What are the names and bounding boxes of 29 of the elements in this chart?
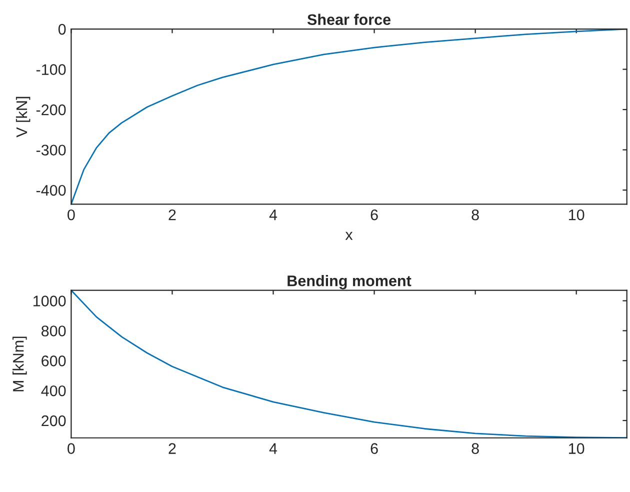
x-tick-label: 0 bbox=[68, 443, 75, 454]
x-tick-label: 2 bbox=[168, 209, 176, 220]
y-tick-label: 800 bbox=[42, 326, 66, 336]
y-tick-label: -300 bbox=[36, 144, 66, 156]
x-tick-label: 10 bbox=[569, 209, 584, 220]
x-tick-label: 0 bbox=[68, 209, 75, 220]
y-axis-title: V [kN] bbox=[16, 96, 30, 138]
y-tick-label: -400 bbox=[36, 184, 66, 196]
y-tick-label: 200 bbox=[42, 415, 66, 426]
y-tick-label: 1000 bbox=[34, 296, 66, 306]
x-tick-label: 6 bbox=[370, 209, 378, 220]
x-tick-label: 4 bbox=[269, 443, 278, 454]
x-tick-label: 10 bbox=[569, 443, 584, 454]
line-series bbox=[71, 290, 627, 438]
x-tick-label: 6 bbox=[370, 443, 378, 454]
y-tick-label: -200 bbox=[36, 104, 66, 116]
y-tick-label: -100 bbox=[36, 64, 66, 75]
y-tick-label: 0 bbox=[58, 24, 66, 35]
x-tick-label: 8 bbox=[472, 209, 479, 220]
x-axis-title: x bbox=[345, 232, 353, 240]
x-tick-label: 8 bbox=[472, 443, 479, 454]
chart-title: Bending moment bbox=[288, 275, 412, 290]
line-series bbox=[71, 29, 627, 204]
y-axis-title: M [kNm] bbox=[12, 336, 27, 392]
y-tick-label: 600 bbox=[42, 356, 66, 366]
chart-title: Shear force bbox=[307, 14, 391, 26]
y-tick-label: 400 bbox=[41, 385, 66, 396]
x-tick-label: 4 bbox=[269, 210, 278, 220]
x-tick-label: 2 bbox=[168, 443, 176, 454]
